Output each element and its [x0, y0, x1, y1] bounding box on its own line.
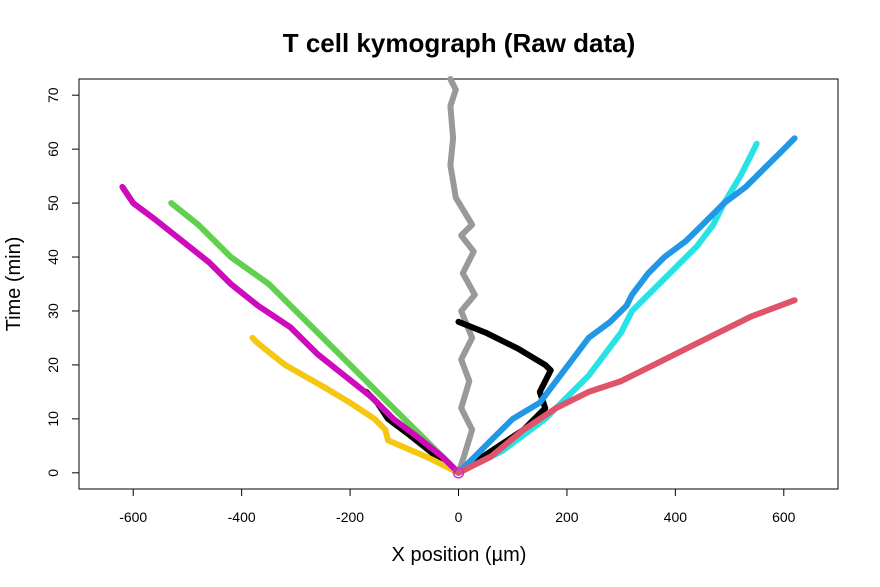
x-tick-label: 400: [664, 509, 688, 525]
origin-marker: [452, 467, 465, 479]
y-tick-label: 20: [45, 357, 61, 373]
x-axis: -600 -400 -200 0 200 400 600: [119, 488, 796, 525]
series-line-7: [455, 135, 798, 476]
y-tick-label: 0: [45, 469, 61, 477]
y-tick-label: 10: [45, 411, 61, 427]
x-tick-label: -400: [228, 509, 256, 525]
plot-frame: [78, 78, 839, 490]
chart-title: T cell kymograph (Raw data): [283, 28, 636, 58]
series-line-3: [249, 334, 462, 476]
marker-layer: [452, 467, 465, 479]
y-tick-label: 40: [45, 249, 61, 265]
series-line-5: [119, 183, 462, 476]
y-tick-label: 30: [45, 303, 61, 319]
y-axis-label: Time (min): [3, 237, 25, 332]
y-tick-label: 70: [45, 87, 61, 103]
y-axis: 0 10 20 30 40 50 60 70: [45, 87, 80, 477]
x-tick-label: 200: [555, 509, 579, 525]
y-tick-label: 50: [45, 195, 61, 211]
x-tick-label: -600: [119, 509, 147, 525]
series-line-4: [168, 200, 462, 476]
series-line-1: [447, 76, 478, 476]
series-layer: [119, 76, 798, 476]
series-line-6: [455, 140, 760, 476]
x-tick-label: 600: [772, 509, 796, 525]
series-line-2: [363, 318, 554, 476]
x-tick-label: 0: [455, 509, 463, 525]
x-tick-label: -200: [336, 509, 364, 525]
series-line-8: [455, 297, 798, 476]
x-axis-label: X position (µm): [392, 544, 527, 566]
y-tick-label: 60: [45, 141, 61, 157]
